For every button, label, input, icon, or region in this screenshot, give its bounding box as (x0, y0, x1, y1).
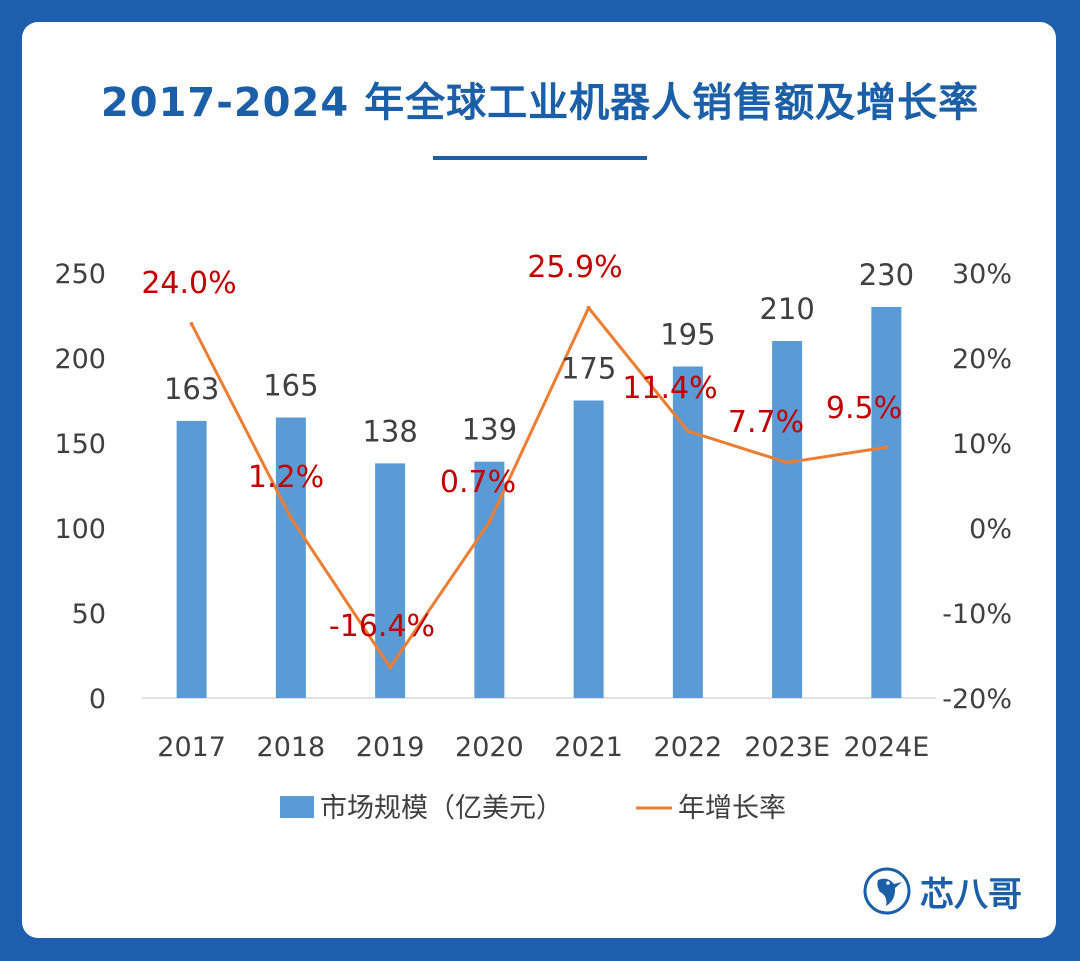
bar-value-label: 210 (759, 292, 814, 326)
growth-value-label: 7.7% (728, 405, 804, 440)
legend-label-bar: 市场规模（亿美元） (320, 793, 563, 824)
y-right-tick-label: 30% (952, 259, 1012, 290)
bar (871, 307, 902, 698)
growth-value-label: 1.2% (248, 460, 324, 495)
growth-series-line (190, 306, 887, 669)
growth-value-label: 11.4% (622, 371, 717, 406)
x-tick-label: 2024E (843, 732, 929, 763)
bar (672, 366, 703, 698)
growth-point (487, 520, 492, 525)
growth-point (884, 445, 889, 450)
axes: 0 50 100 150 200 250 -20% -10% 0% 10% 20% 30% 2017 20… (54, 259, 1012, 763)
growth-point (189, 322, 194, 326)
growth-value-label: -16.4% (329, 609, 435, 644)
chart-title: 2017-2024 年全球工业机器人销售额及增长率 (100, 80, 980, 126)
x-tick-label: 2019 (356, 732, 425, 763)
x-tick-label: 2021 (554, 732, 623, 763)
x-tick-label: 2017 (157, 732, 226, 763)
growth-value-label: 0.7% (440, 465, 516, 500)
growth-line (189, 305, 889, 670)
growth-point (288, 515, 293, 520)
x-tick-label: 2022 (654, 732, 723, 763)
legend-swatch-bar (280, 796, 314, 818)
x-tick-label: 2023E (744, 732, 830, 763)
growth-point (785, 460, 790, 465)
y-left-tick-label: 100 (54, 514, 106, 545)
bar-value-label: 165 (263, 369, 318, 403)
brand-logo: 芯八哥 (862, 866, 1022, 916)
growth-point (685, 429, 690, 434)
y-right-tick-label: 20% (952, 344, 1012, 375)
data-labels: 163 165 138 139 175 195 210 230 24.0% 1.2% -16.4% 0… (141, 250, 914, 644)
y-left-tick-label: 50 (72, 599, 106, 630)
bar (573, 400, 604, 698)
x-tick-label: 2018 (257, 732, 326, 763)
brand-name: 芯八哥 (920, 874, 1022, 915)
bar-value-label: 230 (859, 258, 914, 292)
bar (275, 417, 306, 698)
y-left-tick-label: 200 (54, 344, 106, 375)
kingfisher-bird-icon (863, 867, 911, 915)
y-right-tick-label: -20% (942, 684, 1012, 715)
x-tick-label: 2020 (455, 732, 524, 763)
bar (772, 341, 803, 698)
growth-point (586, 305, 591, 310)
bar-value-label: 175 (561, 352, 616, 386)
title-underline (433, 156, 647, 160)
legend-label-line: 年增长率 (678, 793, 786, 824)
growth-value-label: 9.5% (826, 391, 902, 426)
y-right-tick-label: 10% (952, 429, 1012, 460)
legend: 市场规模（亿美元） 年增长率 (280, 793, 786, 824)
y-left-tick-label: 250 (54, 259, 106, 290)
growth-point (388, 665, 393, 670)
y-right-tick-label: 0% (969, 514, 1012, 545)
bar (176, 420, 207, 698)
growth-value-label: 24.0% (141, 266, 236, 301)
bar-value-label: 163 (164, 372, 219, 406)
bar (375, 463, 406, 698)
bar-value-label: 138 (362, 414, 417, 448)
y-left-tick-label: 0 (89, 684, 106, 715)
growth-value-label: 25.9% (527, 250, 622, 285)
bar-value-label: 139 (462, 413, 517, 447)
bar-value-label: 195 (660, 318, 715, 352)
y-right-tick-label: -10% (942, 599, 1012, 630)
bars (176, 307, 902, 698)
y-left-tick-label: 150 (54, 429, 106, 460)
